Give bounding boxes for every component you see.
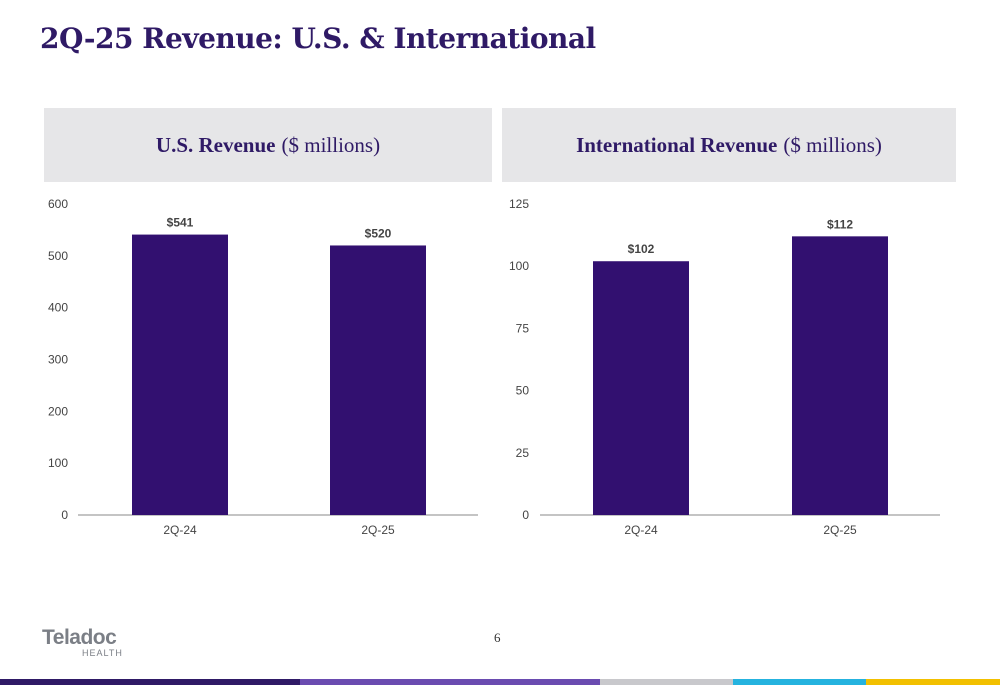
us-header-units: ($ millions) (281, 132, 381, 157)
page-title: 2Q-25 Revenue: U.S. & International (40, 22, 596, 55)
footer-stripe-segment (866, 679, 1000, 685)
page-number: 6 (494, 630, 501, 645)
us-data-label: $541 (167, 216, 194, 230)
us-y-tick-label: 200 (48, 404, 68, 418)
us-y-tick-label: 400 (48, 301, 68, 315)
us-y-tick-label: 0 (61, 508, 68, 522)
intl-y-tick-label: 0 (522, 508, 529, 522)
intl-x-tick-label: 2Q-25 (823, 523, 857, 537)
intl-revenue-header: International Revenue ($ millions) (502, 108, 956, 182)
us-bar-2q-25 (330, 245, 426, 515)
intl-y-tick-label: 125 (509, 197, 529, 211)
us-y-tick-label: 500 (48, 249, 68, 263)
us-x-tick-label: 2Q-24 (163, 523, 197, 537)
footer-stripe-segment (0, 679, 300, 685)
intl-y-tick-label: 50 (516, 384, 530, 398)
logo-brand: Teladoc (42, 626, 117, 649)
us-header-title: U.S. Revenue (155, 132, 276, 157)
footer-stripe-segment (733, 679, 866, 685)
us-revenue-header: U.S. Revenue ($ millions) (44, 108, 492, 182)
intl-y-tick-label: 75 (516, 321, 530, 335)
intl-y-tick-label: 25 (516, 446, 530, 460)
footer-color-stripe (0, 679, 1000, 685)
logo-sub: HEALTH (82, 648, 123, 658)
us-x-tick-label: 2Q-25 (361, 523, 395, 537)
us-y-tick-label: 600 (48, 197, 68, 211)
intl-bar-2q-25 (792, 236, 888, 515)
us-y-tick-label: 300 (48, 353, 68, 367)
footer-stripe-segment (300, 679, 600, 685)
intl-header-units: ($ millions) (783, 132, 882, 157)
us-data-label: $520 (365, 226, 392, 240)
us-y-tick-label: 100 (48, 456, 68, 470)
footer-stripe-segment (600, 679, 733, 685)
intl-y-tick-label: 100 (509, 259, 529, 273)
intl-data-label: $112 (827, 217, 853, 231)
intl-data-label: $102 (628, 242, 655, 256)
us-bar-2q-24 (132, 234, 228, 515)
intl-header-title: International Revenue (576, 132, 778, 157)
intl-bar-2q-24 (593, 261, 689, 515)
teladoc-logo: Teladoc HEALTH (42, 626, 123, 658)
intl-x-tick-label: 2Q-24 (624, 523, 658, 537)
